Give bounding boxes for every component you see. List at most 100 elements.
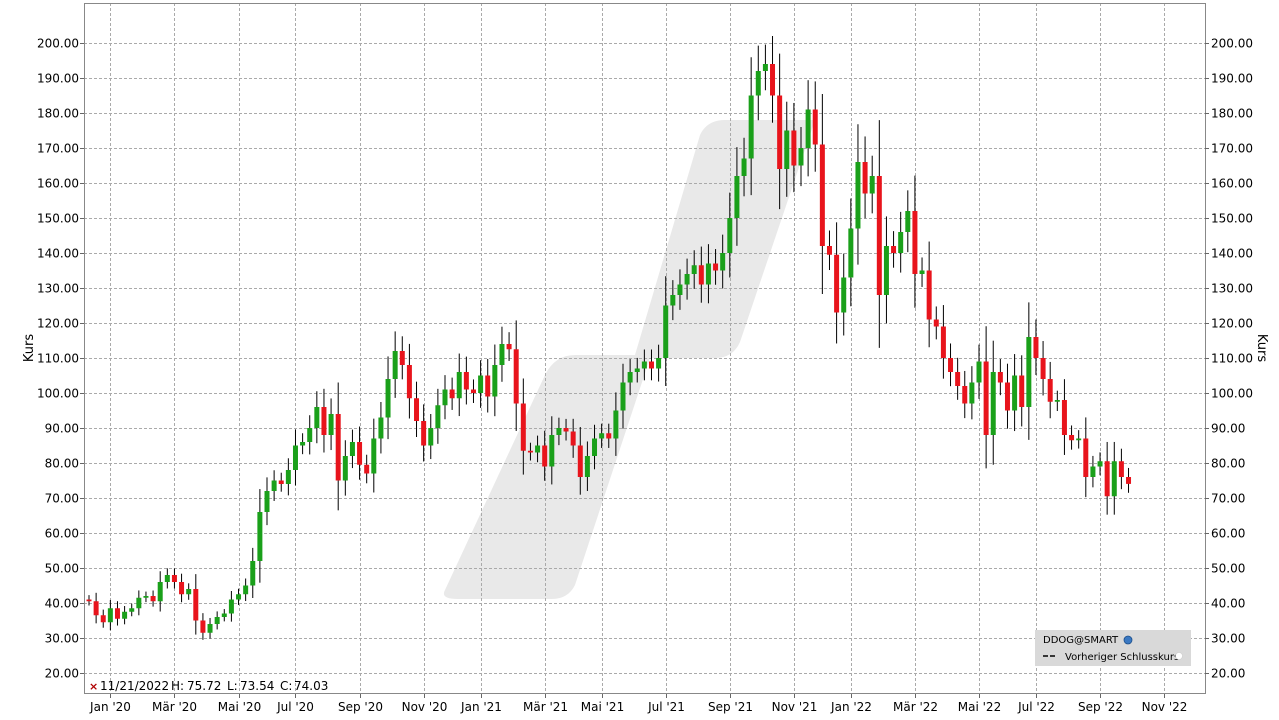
candle-body — [1004, 382, 1010, 411]
candle-body — [300, 442, 306, 446]
candle-body — [677, 284, 683, 295]
candle-body — [535, 445, 541, 453]
candle — [157, 571, 163, 612]
candle-body — [207, 624, 213, 633]
x-tick-label: Mai '21 — [581, 700, 624, 714]
candle — [570, 418, 576, 458]
candle-body — [250, 561, 256, 586]
candle-body — [841, 277, 847, 313]
candle — [876, 120, 882, 348]
candle-body — [962, 386, 968, 404]
candle — [214, 611, 220, 630]
candle-body — [1069, 435, 1075, 441]
candle — [648, 349, 654, 381]
y-tick-label: 20.00 — [45, 667, 79, 681]
candle-body — [456, 372, 462, 399]
candle — [677, 269, 683, 310]
candle — [122, 606, 128, 625]
candle-body — [93, 601, 99, 616]
candle — [378, 402, 384, 454]
candle-body — [499, 344, 505, 365]
candle-body — [150, 596, 156, 602]
candle-body — [606, 433, 612, 439]
candle-body — [506, 344, 512, 350]
candle — [513, 320, 519, 431]
candle-body — [1061, 400, 1067, 435]
candle — [891, 231, 897, 268]
candle-body — [592, 438, 598, 456]
candle-body — [734, 176, 740, 218]
candle-body — [755, 71, 761, 96]
candle — [1033, 319, 1039, 375]
candle — [869, 155, 875, 214]
candle — [435, 388, 441, 444]
candle-body — [378, 417, 384, 439]
legend: DDOG@SMART Vorheriger Schlusskurs — [1035, 630, 1191, 666]
candle — [520, 378, 526, 475]
candle — [777, 53, 783, 210]
candle — [762, 44, 768, 91]
y-tick-label: 40.00 — [1211, 597, 1245, 611]
candle-body — [784, 130, 790, 169]
candle-body — [421, 421, 427, 446]
candle-body — [257, 512, 263, 561]
x-tick-label: Jul '22 — [1017, 700, 1055, 714]
y-tick-label: 200.00 — [1211, 37, 1253, 51]
candle — [492, 344, 498, 417]
candle-body — [1054, 400, 1060, 402]
y-tick-label: 140.00 — [1211, 247, 1253, 261]
candle — [278, 472, 284, 492]
candle — [556, 417, 562, 446]
candle-body — [164, 575, 170, 582]
candle — [1097, 452, 1103, 476]
x-tick-label: Sep '22 — [1078, 700, 1123, 714]
candle — [1076, 430, 1082, 449]
candle-body — [727, 218, 733, 253]
candle — [428, 414, 434, 460]
candle — [314, 391, 320, 444]
candle-body — [876, 176, 882, 295]
candle — [406, 343, 412, 419]
candle — [919, 257, 925, 287]
candle — [143, 591, 149, 603]
candle — [171, 568, 177, 589]
x-tick-label: Jul '20 — [276, 700, 314, 714]
candle — [456, 353, 462, 417]
y-axis-title-left: Kurs — [22, 334, 37, 362]
candle — [720, 234, 726, 289]
candle — [499, 326, 505, 382]
candle — [713, 249, 719, 285]
y-tick-label: 50.00 — [1211, 562, 1245, 576]
y-tick-label: 150.00 — [37, 212, 79, 226]
candle-body — [136, 597, 142, 609]
candle-body — [599, 433, 605, 439]
ohlc-low: 73.54 — [240, 679, 274, 693]
candle — [663, 276, 669, 386]
candle-body — [556, 428, 562, 435]
candle — [228, 591, 234, 622]
candle-body — [940, 326, 946, 358]
candle-body — [371, 438, 377, 474]
y-tick-label: 120.00 — [37, 317, 79, 331]
candle — [841, 253, 847, 336]
candle — [933, 306, 939, 340]
candle — [819, 94, 825, 294]
candle-body — [171, 575, 177, 582]
candle-body — [834, 254, 840, 313]
y-axis-right: 20.00 30.00 40.00 50.00 60.00 70.00 80.00 90.00… — [1205, 37, 1253, 681]
candle-body — [157, 582, 163, 602]
candle-body — [1090, 466, 1096, 477]
candle — [136, 590, 142, 616]
candle-body — [129, 608, 135, 612]
candle-body — [200, 620, 206, 633]
candle-body — [1047, 379, 1053, 402]
candle — [506, 332, 512, 361]
candle — [357, 426, 363, 480]
candle-body — [435, 405, 441, 428]
ohlc-marker: × — [89, 680, 98, 693]
y-tick-label: 120.00 — [1211, 317, 1253, 331]
candle-body — [406, 365, 412, 399]
candle — [1104, 441, 1110, 515]
candle-body — [527, 450, 533, 453]
candle-body — [179, 582, 185, 595]
